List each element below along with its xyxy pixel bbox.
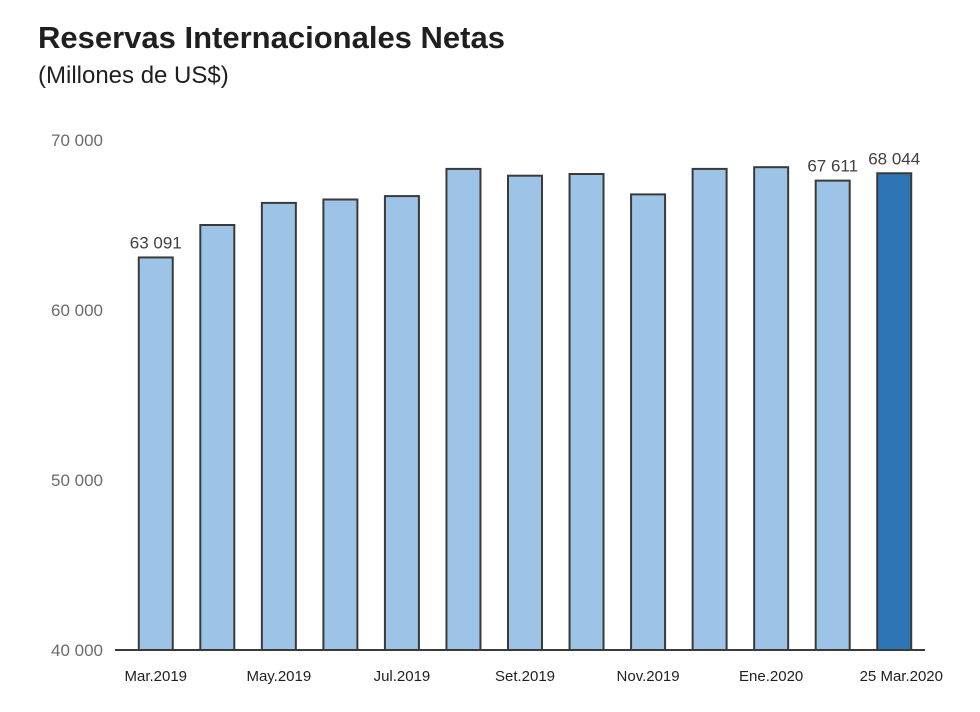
x-tick-label: Jul.2019 <box>374 668 431 685</box>
x-tick-label: Nov.2019 <box>617 668 680 685</box>
x-tick-label: Ene.2020 <box>739 668 803 685</box>
y-tick-label: 60 000 <box>51 301 103 320</box>
x-tick-label: May.2019 <box>246 668 311 685</box>
y-axis-ticks: 70 000 60 000 50 000 40 000 <box>51 131 103 660</box>
bar-7 <box>507 174 543 651</box>
y-tick-label: 70 000 <box>51 131 103 150</box>
chart-title: Reservas Internacionales Netas <box>38 20 505 55</box>
bar-12 <box>814 179 851 651</box>
x-tick-label: Set.2019 <box>495 668 555 685</box>
bar-13 <box>876 172 913 651</box>
bar-5 <box>383 195 420 651</box>
bar-11 <box>753 166 790 651</box>
bar-1 <box>137 256 174 651</box>
bar-3 <box>260 201 297 651</box>
data-label: 67 611 <box>807 157 858 176</box>
bar-8 <box>568 173 605 651</box>
bar-6 <box>445 167 482 651</box>
y-tick-label: 50 000 <box>51 471 103 490</box>
bar-2 <box>199 224 236 651</box>
y-tick-label: 40 000 <box>51 641 103 660</box>
x-tick-label: 25 Mar.2020 <box>860 668 943 685</box>
x-tick-label: Mar.2019 <box>124 668 187 685</box>
bar-10 <box>691 167 728 651</box>
bars <box>137 166 913 651</box>
data-labels: 63 091 67 611 68 044 <box>130 149 920 252</box>
bar-4 <box>322 198 359 651</box>
data-label: 63 091 <box>130 233 182 252</box>
chart-subtitle: (Millones de US$) <box>38 62 229 89</box>
x-axis-labels: Mar.2019 May.2019 Jul.2019 Set.2019 Nov.2019… <box>124 668 943 685</box>
data-label: 68 044 <box>868 149 920 168</box>
bar-9 <box>630 193 667 651</box>
